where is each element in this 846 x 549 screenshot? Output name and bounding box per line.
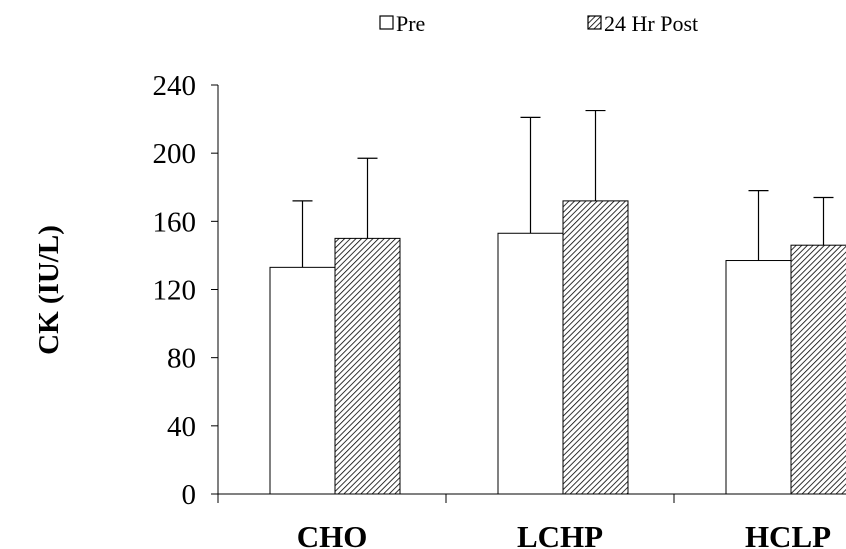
y-tick-label: 200 <box>153 138 197 170</box>
y-ticks: 0 40 80 120 160 200 240 <box>153 70 218 511</box>
category-labels: CHO LCHP HCLP <box>297 519 831 549</box>
y-tick-label: 40 <box>167 411 196 443</box>
legend-swatch-post <box>587 15 602 30</box>
bar-post-lchp <box>562 200 629 495</box>
legend-label-pre: Pre <box>396 11 425 36</box>
category-label: HCLP <box>745 519 831 549</box>
y-tick-label: 0 <box>182 479 197 511</box>
category-label: CHO <box>297 519 368 549</box>
bar-pre-lchp <box>497 232 564 495</box>
bar-pre-cho <box>269 266 336 495</box>
y-tick-label: 240 <box>153 70 197 102</box>
category-label: LCHP <box>517 519 603 549</box>
y-tick-label: 80 <box>167 343 196 375</box>
legend-label-post: 24 Hr Post <box>604 11 698 36</box>
y-tick-label: 120 <box>153 275 197 307</box>
bar-post-cho <box>334 237 401 495</box>
bar-pre-hclp <box>725 260 792 495</box>
error-bars <box>292 109 834 268</box>
y-tick-label: 160 <box>153 206 197 238</box>
legend-swatch-pre <box>379 15 394 30</box>
bars <box>269 200 846 495</box>
bar-post-hclp <box>790 244 846 495</box>
x-ticks <box>217 494 675 503</box>
y-axis-label: CK (IU/L) <box>33 225 65 355</box>
legend: Pre 24 Hr Post <box>379 11 698 36</box>
